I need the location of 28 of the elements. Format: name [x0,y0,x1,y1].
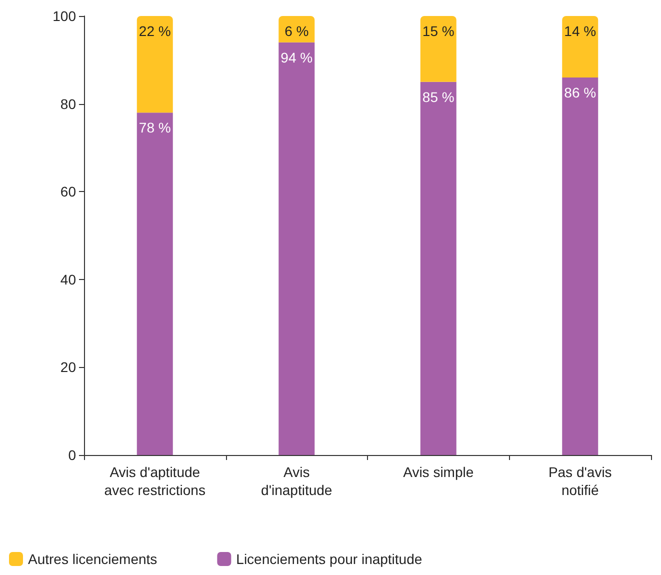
data-label: 94 % [280,49,313,66]
legend-label: Autres licenciements [28,551,158,567]
y-tick-label: 40 [60,271,76,288]
bar [420,16,456,82]
y-tick-label: 20 [60,359,76,376]
bar [136,16,173,113]
bar [420,82,456,455]
x-tick-label: Avis d'aptitude avec restrictions [104,464,206,498]
data-label: 15 % [422,23,454,39]
x-tick-label: Avis d'inaptitude [261,464,332,498]
x-tick-label: Pas d'avis notifié [548,464,612,498]
data-label: 78 % [138,120,171,136]
bar [136,112,173,455]
data-label: 86 % [564,84,596,100]
data-label: 14 % [564,23,596,39]
bar [278,42,315,455]
y-tick-label: 0 [68,447,76,463]
data-label: 22 % [138,23,171,39]
bar [278,16,315,42]
bar [562,16,598,78]
data-label: 85 % [422,88,454,105]
bar [562,77,598,455]
data-label: 6 % [284,23,309,39]
legend-label: Licenciements pour inaptitude [236,551,422,567]
y-tick-label: 60 [60,184,76,200]
y-tick-label: 100 [52,8,76,24]
x-tick-label: Avis simple [403,464,474,480]
y-tick-label: 80 [60,96,76,112]
